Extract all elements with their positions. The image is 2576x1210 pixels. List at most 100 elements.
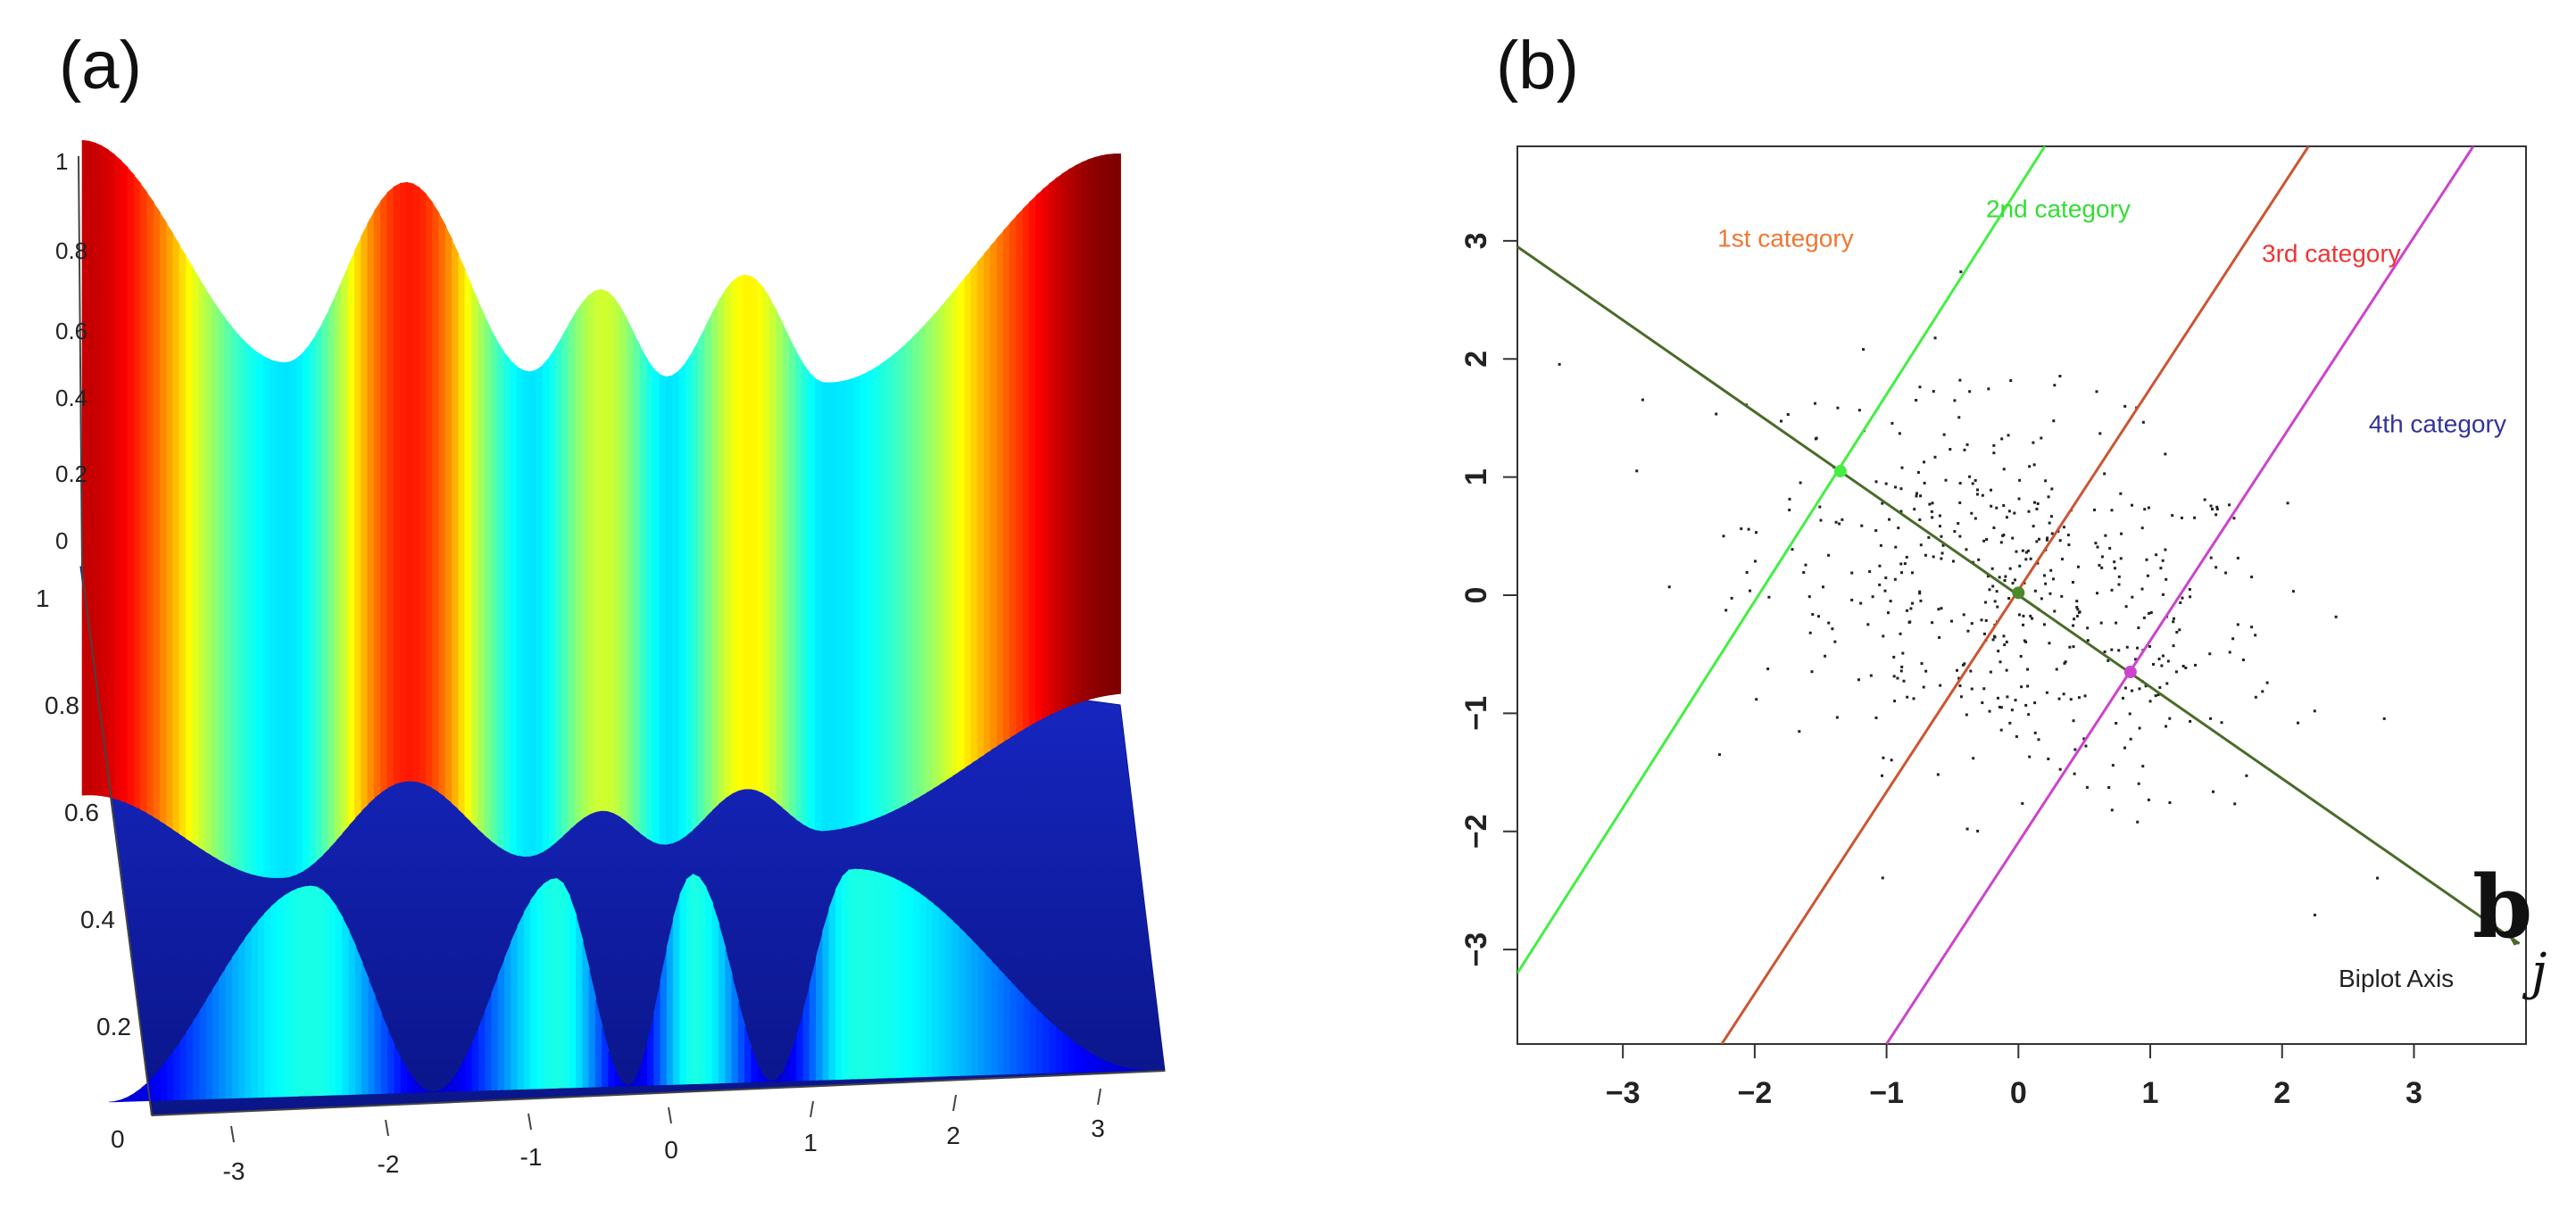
scatter-point xyxy=(2067,543,2071,547)
scatter-point xyxy=(1969,669,1973,673)
scatter-point xyxy=(2224,571,2228,575)
upper-surface-strip xyxy=(347,250,356,827)
upper-surface-strip xyxy=(224,317,233,867)
scatter-point xyxy=(2024,558,2028,561)
scatter-point xyxy=(2036,501,2040,505)
lower-surface-strip xyxy=(549,877,558,1090)
x-tick-label-b: 3 xyxy=(2406,1076,2422,1110)
upper-z-tick-label: 0 xyxy=(55,527,68,554)
upper-surface-strip xyxy=(470,286,479,830)
scatter-point xyxy=(2055,667,2058,671)
scatter-point xyxy=(2100,566,2104,569)
upper-surface-strip xyxy=(756,279,765,794)
lower-surface-strip xyxy=(491,974,500,1091)
scatter-point xyxy=(1810,670,1814,674)
upper-surface-strip xyxy=(289,358,297,877)
scatter-point xyxy=(2021,549,2024,552)
upper-surface-strip xyxy=(270,359,278,879)
upper-surface-strip xyxy=(996,229,1005,747)
upper-surface-strip xyxy=(847,377,855,828)
lower-surface-strip xyxy=(167,1049,175,1101)
upper-surface-strip xyxy=(192,266,200,848)
scatter-point xyxy=(2060,594,2064,598)
lower-surface-strip xyxy=(576,916,584,1089)
upper-surface-strip xyxy=(951,285,960,777)
upper-surface-strip xyxy=(107,149,116,800)
scatter-point xyxy=(2137,626,2140,630)
scatter-point xyxy=(1755,698,1758,701)
scatter-point xyxy=(2215,505,2219,509)
upper-surface-strip xyxy=(263,356,271,878)
lower-surface-strip xyxy=(114,1098,123,1103)
lower-surface-strip xyxy=(913,888,921,1078)
scatter-point xyxy=(1989,670,1992,674)
scatter-point xyxy=(2129,737,2132,741)
upper-surface-strip xyxy=(639,345,648,839)
scatter-point xyxy=(2073,617,2076,621)
scatter-point xyxy=(2069,509,2073,512)
upper-surface-strip xyxy=(204,287,213,857)
scatter-point xyxy=(1995,506,1998,510)
lower-surface-strip xyxy=(984,953,993,1075)
upper-surface-strip xyxy=(127,167,136,807)
scatter-point xyxy=(2250,626,2254,629)
scatter-point xyxy=(2228,651,2231,654)
scatter-point xyxy=(1871,595,1874,599)
lower-surface-strip xyxy=(1003,974,1012,1075)
scatter-point xyxy=(2194,663,2198,667)
scatter-point xyxy=(1811,613,1815,617)
scatter-point xyxy=(1997,650,2000,653)
scatter-point xyxy=(1889,600,1892,603)
scatter-point xyxy=(1923,460,1926,464)
upper-surface-strip xyxy=(1061,169,1069,710)
upper-surface-strip xyxy=(1107,153,1115,696)
scatter-point xyxy=(1859,601,1863,605)
upper-surface-strip xyxy=(620,306,628,823)
scatter-point xyxy=(2004,575,2007,578)
scatter-point xyxy=(2136,646,2140,650)
scatter-point xyxy=(2005,640,2008,643)
lower-surface-strip xyxy=(711,903,720,1084)
plot-frame xyxy=(1517,145,2527,1045)
scatter-point xyxy=(1882,756,1885,759)
lower-surface-strip xyxy=(842,869,850,1080)
scatter-point xyxy=(1984,618,1988,622)
lower-surface-strip xyxy=(342,917,350,1096)
x-tick-mark-a xyxy=(668,1106,672,1124)
scatter-point xyxy=(1974,478,1977,482)
scatter-point xyxy=(2098,432,2102,435)
upper-surface-strip xyxy=(212,298,220,860)
scatter-point xyxy=(2215,508,2219,511)
scatter-point xyxy=(1798,730,1801,733)
lower-surface-strip xyxy=(290,888,298,1098)
scatter-point xyxy=(2164,548,2167,551)
upper-surface-strip xyxy=(529,369,537,857)
scatter-point xyxy=(1799,481,1802,485)
upper-surface-strip xyxy=(873,363,881,820)
x-tick-label-a: -2 xyxy=(378,1150,400,1178)
upper-surface-strip xyxy=(685,351,694,837)
lower-surface-strip xyxy=(874,871,882,1079)
scatter-point xyxy=(2000,437,2004,441)
x-tick-label-b: 1 xyxy=(2142,1076,2159,1110)
scatter-point xyxy=(2044,582,2048,585)
scatter-point xyxy=(2100,555,2104,559)
lower-surface-strip xyxy=(569,896,578,1089)
scatter-point xyxy=(2189,595,2192,599)
scatter-point xyxy=(1850,598,1854,601)
scatter-point xyxy=(1938,635,1941,639)
upper-surface-strip xyxy=(386,186,395,789)
scatter-point xyxy=(1862,429,1866,433)
lower-surface-strip xyxy=(958,926,967,1076)
scatter-point xyxy=(1745,403,1749,407)
x-tick-label-a: 2 xyxy=(946,1122,960,1149)
upper-surface-strip xyxy=(1028,195,1037,726)
scatter-point xyxy=(2058,375,2062,378)
surface-plot-a: 0 0.2 0.4 0.6 0.8 1 0.2 0.4 0.6 0.8 1 0 -3 -2 -1 0 1 2 3 xyxy=(36,139,1166,1185)
scatter-point xyxy=(2117,583,2121,586)
scatter-point xyxy=(1958,535,1962,538)
upper-surface-strip xyxy=(776,311,784,808)
panel-a-label: (a) xyxy=(59,28,142,104)
y-tick-label-b: 2 xyxy=(1459,351,1493,368)
scatter-point xyxy=(2209,556,2213,559)
